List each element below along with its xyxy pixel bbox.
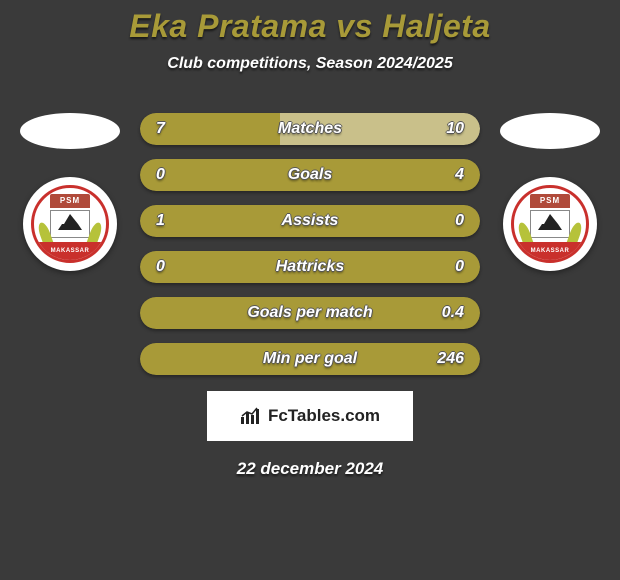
stat-value-right: 246 <box>437 350 464 368</box>
comparison-card: Eka Pratama vs Haljeta Club competitions… <box>0 0 620 580</box>
club-badge-right: PSM MAKASSAR <box>503 177 597 271</box>
page-subtitle: Club competitions, Season 2024/2025 <box>167 55 452 73</box>
club-badge-left: PSM MAKASSAR <box>23 177 117 271</box>
stat-row: 0Hattricks0 <box>140 251 480 283</box>
stat-value-right: 0.4 <box>442 304 464 322</box>
stat-label: Min per goal <box>140 350 480 368</box>
ship-icon <box>536 214 564 232</box>
brand-text: FcTables.com <box>268 406 380 426</box>
ship-icon <box>56 214 84 232</box>
brand-box: FcTables.com <box>207 391 413 441</box>
stat-row: 0Goals4 <box>140 159 480 191</box>
club-badge-inner: PSM MAKASSAR <box>31 185 109 263</box>
stat-bars: 7Matches100Goals41Assists00Hattricks00Go… <box>140 113 480 375</box>
stat-row: 0Goals per match0.4 <box>140 297 480 329</box>
main-row: PSM MAKASSAR 7Matches100Goals41Assists00… <box>0 113 620 375</box>
club-badge-abbr: PSM <box>60 196 80 205</box>
club-badge-band: MAKASSAR <box>34 242 106 260</box>
stat-label: Hattricks <box>140 258 480 276</box>
page-title: Eka Pratama vs Haljeta <box>129 8 490 45</box>
footer-date: 22 december 2024 <box>237 459 384 479</box>
stat-label: Goals per match <box>140 304 480 322</box>
bar-chart-icon <box>240 407 262 425</box>
club-badge-band: MAKASSAR <box>514 242 586 260</box>
club-badge-abbr: PSM <box>540 196 560 205</box>
stat-value-right: 10 <box>446 120 464 138</box>
stat-row: 7Matches10 <box>140 113 480 145</box>
left-player-column: PSM MAKASSAR <box>20 113 120 271</box>
stat-label: Matches <box>140 120 480 138</box>
player-photo-placeholder <box>20 113 120 149</box>
stat-value-right: 0 <box>455 212 464 230</box>
club-badge-inner: PSM MAKASSAR <box>511 185 589 263</box>
stat-label: Assists <box>140 212 480 230</box>
stat-row: 1Assists0 <box>140 205 480 237</box>
player-photo-placeholder <box>500 113 600 149</box>
stat-value-right: 0 <box>455 258 464 276</box>
right-player-column: PSM MAKASSAR <box>500 113 600 271</box>
stat-value-right: 4 <box>455 166 464 184</box>
stat-label: Goals <box>140 166 480 184</box>
stat-row: 0Min per goal246 <box>140 343 480 375</box>
